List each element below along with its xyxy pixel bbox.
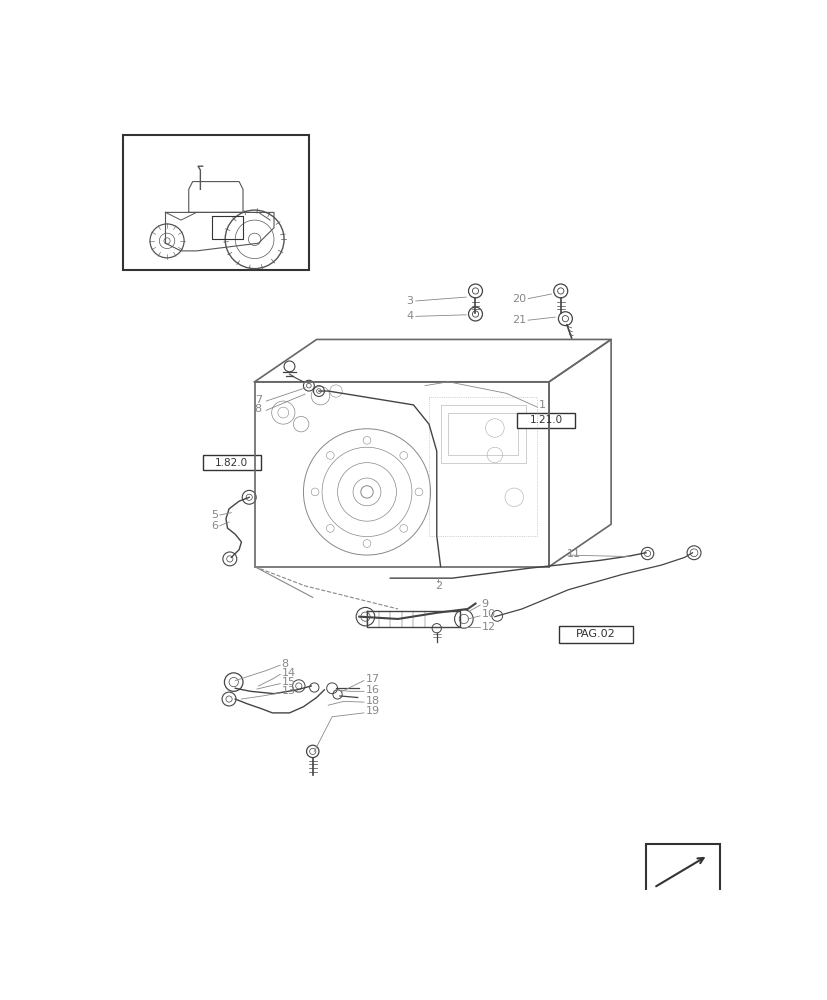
- Text: 9: 9: [481, 599, 488, 609]
- Text: 21: 21: [511, 315, 525, 325]
- Bar: [448, 413, 518, 455]
- Text: 6: 6: [211, 521, 218, 531]
- Text: 7: 7: [255, 395, 261, 405]
- Text: 5: 5: [211, 510, 218, 520]
- Text: 13: 13: [281, 686, 295, 696]
- Bar: [203, 455, 261, 470]
- Text: 19: 19: [365, 706, 379, 716]
- Text: 8: 8: [281, 659, 289, 669]
- Bar: [440, 405, 525, 463]
- Bar: [558, 626, 632, 643]
- Text: PAG.02: PAG.02: [575, 629, 614, 639]
- Text: 11: 11: [566, 549, 581, 559]
- Text: 18: 18: [365, 696, 379, 706]
- Text: 8: 8: [255, 404, 261, 414]
- Text: 17: 17: [365, 674, 379, 684]
- Text: 1.82.0: 1.82.0: [214, 458, 247, 468]
- Text: 2: 2: [434, 581, 442, 591]
- Bar: [517, 413, 575, 428]
- Text: 12: 12: [481, 622, 495, 632]
- Text: 1.21.0: 1.21.0: [528, 415, 562, 425]
- Text: 16: 16: [365, 685, 379, 695]
- Text: 4: 4: [406, 311, 413, 321]
- Text: 3: 3: [406, 296, 413, 306]
- Text: 15: 15: [281, 677, 295, 687]
- Text: 20: 20: [511, 294, 525, 304]
- Bar: [122, 135, 308, 270]
- Text: 1: 1: [538, 400, 545, 410]
- Text: 10: 10: [481, 609, 495, 619]
- Text: 14: 14: [281, 668, 295, 678]
- Bar: [645, 844, 719, 899]
